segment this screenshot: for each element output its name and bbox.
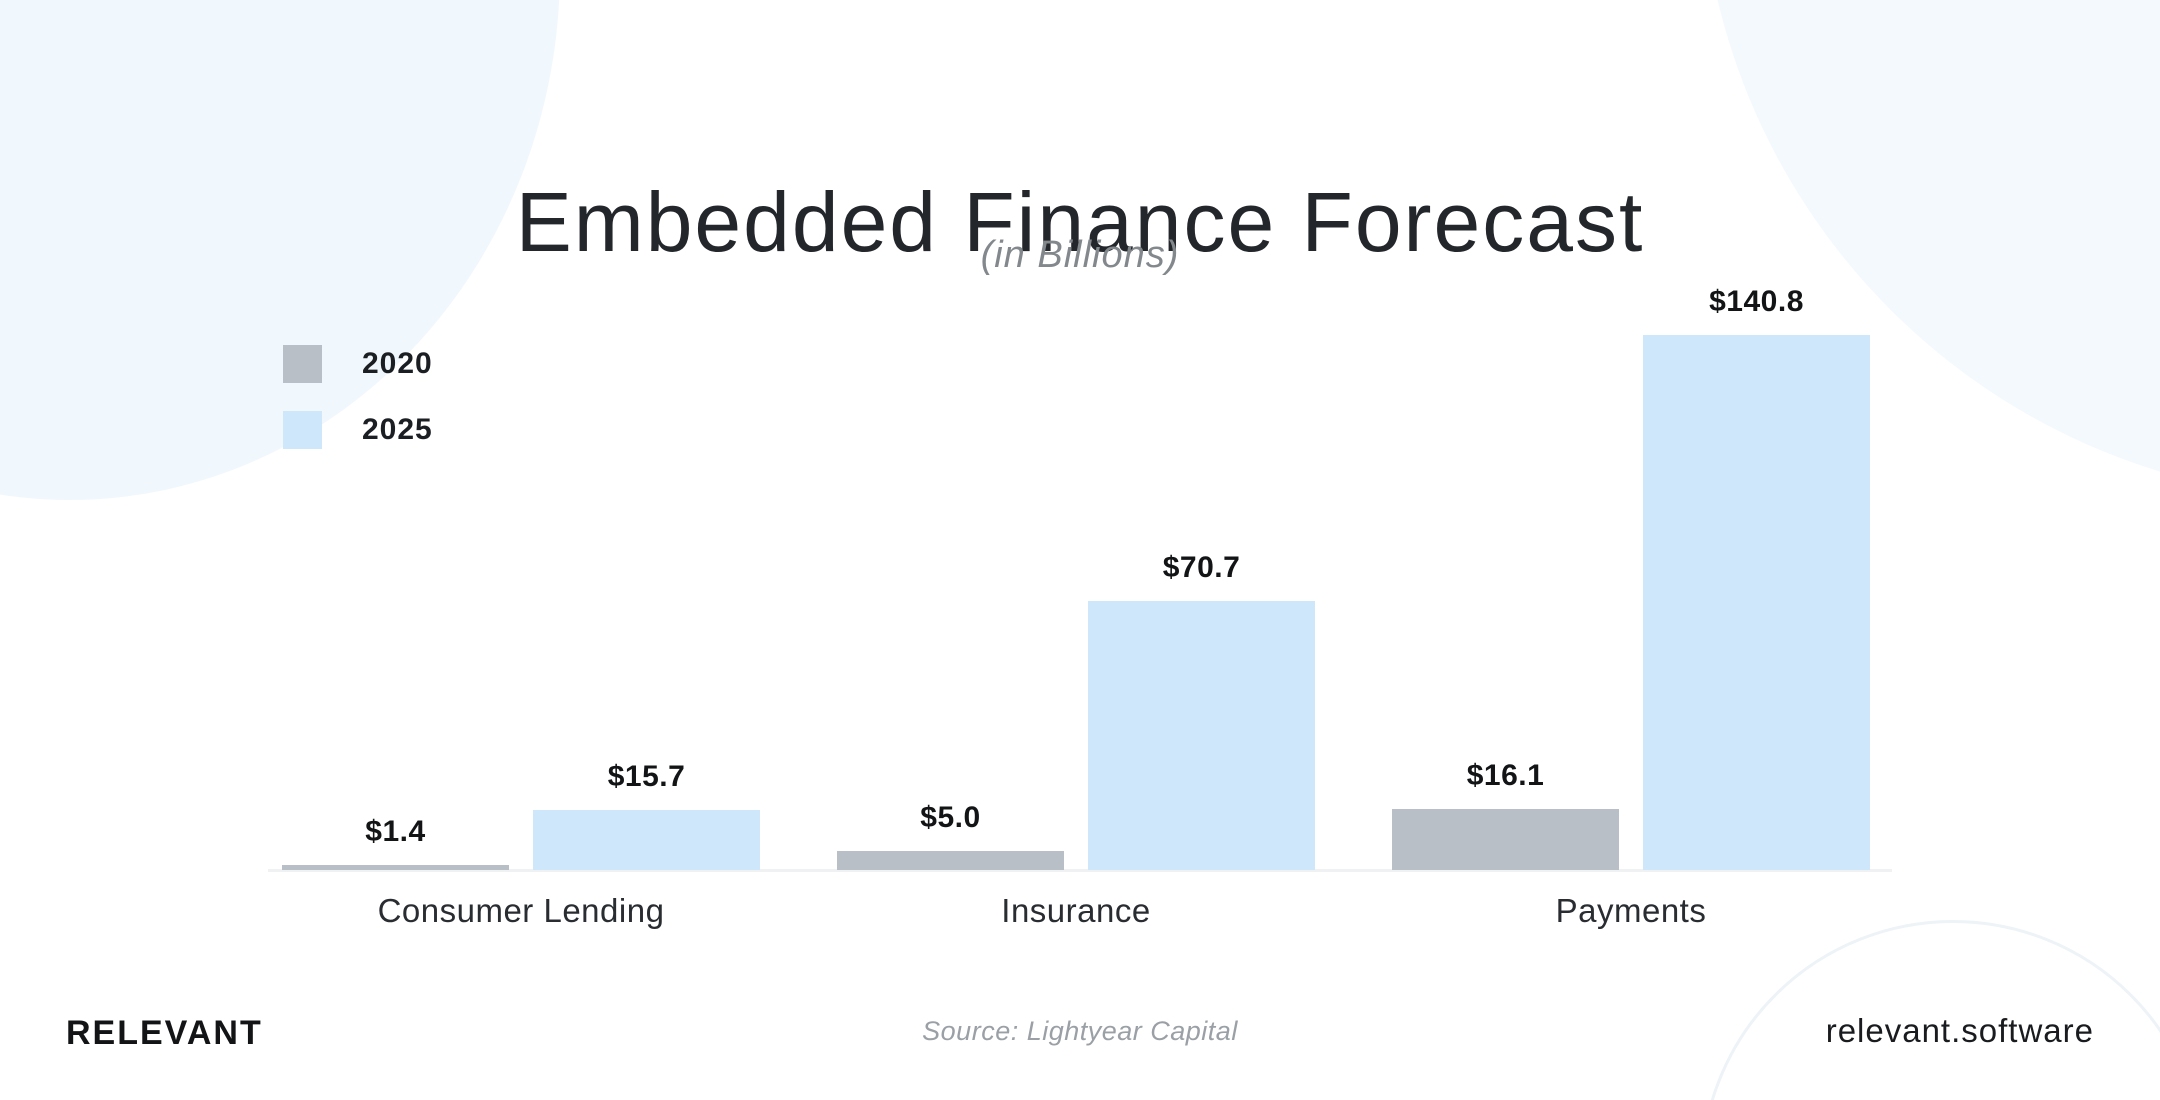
bar-chart: $1.4 $15.7 $5.0 $70.7 $16.1 $140.8 — [268, 285, 1892, 872]
brand-logo: RELEVANT — [66, 1014, 263, 1052]
source-credit: Source: Lightyear Capital — [922, 1016, 1238, 1046]
bar-group-consumer-lending: $1.4 $15.7 — [282, 760, 760, 870]
category-label-insurance: Insurance — [1001, 892, 1151, 929]
bar-2025-consumer-lending: $15.7 — [533, 760, 760, 870]
value-label-2020-insurance: $5.0 — [920, 801, 981, 834]
value-label-2025-consumer-lending: $15.7 — [607, 760, 686, 794]
bar-group-payments: $16.1 $140.8 — [1392, 285, 1870, 870]
page-title: Embedded Finance Forecast — [515, 175, 1645, 270]
website-url: relevant.software — [1825, 1012, 2094, 1049]
category-label-consumer-lending: Consumer Lending — [377, 892, 665, 929]
category-axis: Consumer Lending Insurance Payments — [282, 892, 1870, 930]
value-label-2025-payments: $140.8 — [1709, 285, 1804, 318]
value-label-2020-consumer-lending: $1.4 — [365, 814, 426, 848]
decorative-arc-bottom-right-icon — [1700, 920, 2160, 1100]
legend-label-2020: 2020 — [362, 347, 433, 380]
chart-subtitle: (in Billions) — [980, 234, 1180, 276]
value-label-2020-payments: $16.1 — [1466, 758, 1545, 792]
legend-swatch-2020 — [283, 345, 322, 383]
bar-2020-payments: $16.1 — [1392, 759, 1619, 870]
legend-item-2025: 2025 — [283, 411, 433, 449]
value-label-2025-insurance: $70.7 — [1162, 551, 1241, 585]
legend-label-2025: 2025 — [362, 413, 433, 446]
bar-2020-consumer-lending: $1.4 — [282, 815, 509, 870]
legend-swatch-2025 — [283, 411, 322, 449]
bar-group-insurance: $5.0 $70.7 — [837, 551, 1315, 870]
chart-baseline — [268, 869, 1892, 872]
category-label-payments: Payments — [1555, 892, 1707, 929]
chart-legend: 2020 2025 — [283, 345, 433, 449]
bar-2020-insurance: $5.0 — [837, 801, 1064, 870]
bar-2025-payments: $140.8 — [1643, 285, 1870, 870]
legend-item-2020: 2020 — [283, 345, 433, 383]
bar-2025-insurance: $70.7 — [1088, 551, 1315, 870]
